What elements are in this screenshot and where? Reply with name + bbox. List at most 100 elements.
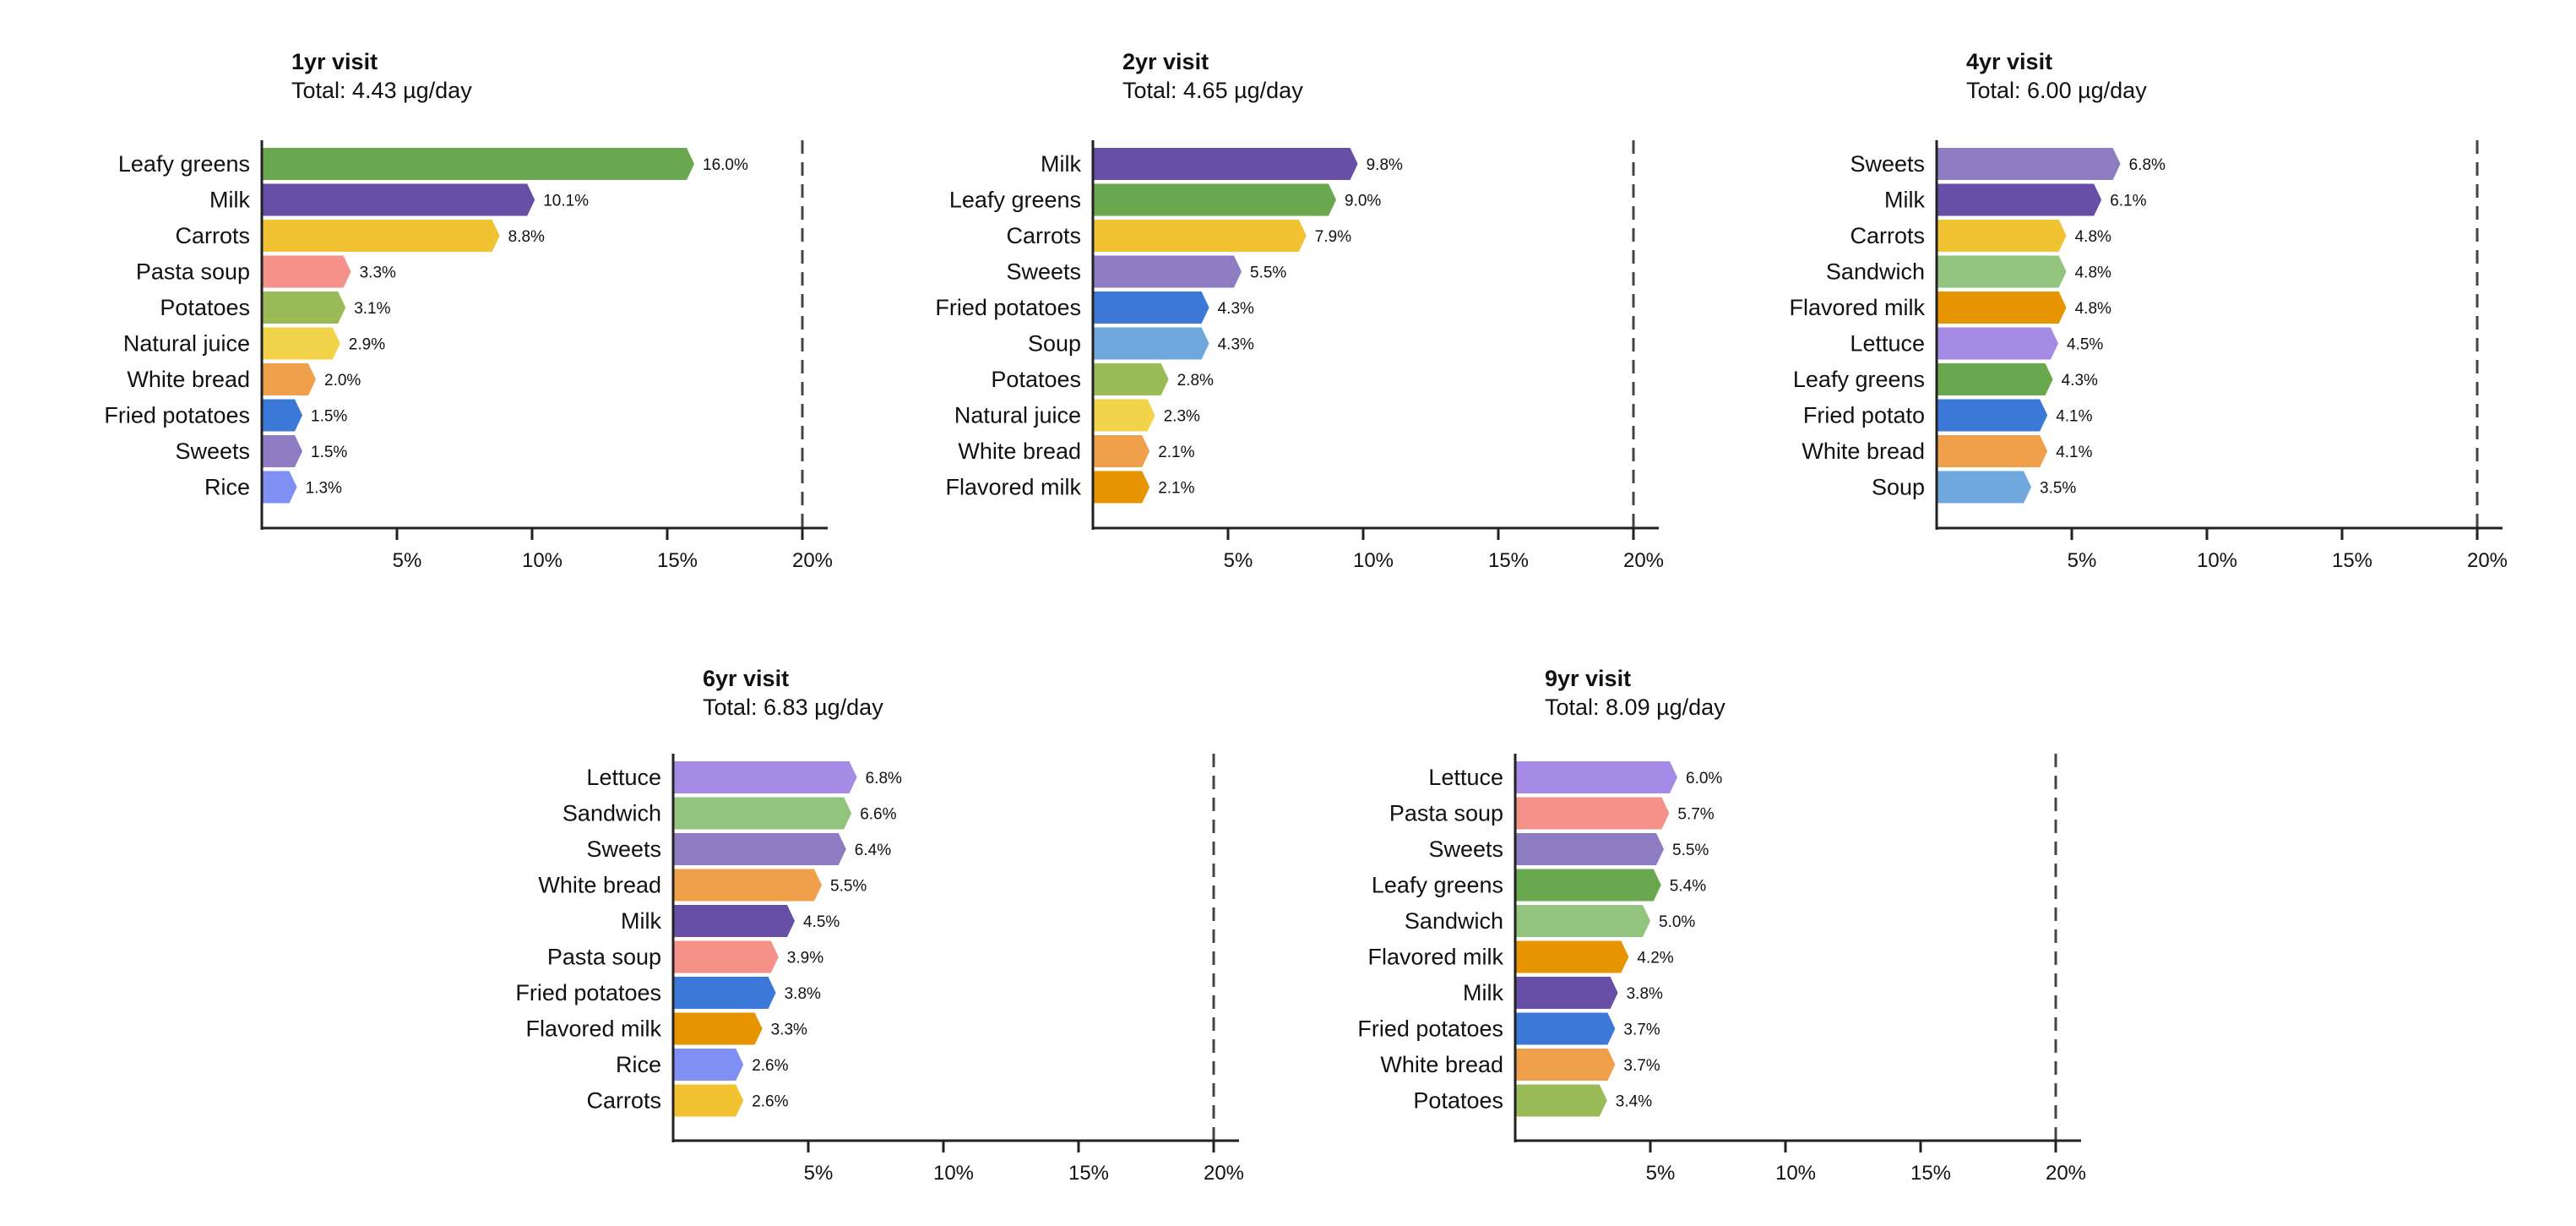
category-label: Pasta soup	[1389, 801, 1503, 826]
bar	[673, 833, 846, 865]
chart-title: 2yr visit	[1122, 49, 1209, 74]
x-tick-label: 10%	[1353, 549, 1394, 572]
bar	[1515, 977, 1618, 1009]
x-tick-label: 20%	[2467, 549, 2508, 572]
chart-title: 4yr visit	[1966, 49, 2052, 74]
value-label: 3.1%	[354, 300, 390, 318]
category-label: Leafy greens	[949, 188, 1081, 213]
x-tick-label: 10%	[933, 1162, 974, 1185]
chart-panel: 6yr visit Total: 6.83 µg/day Lettuce 6.8% Sa…	[515, 666, 1244, 1185]
value-label: 1.3%	[306, 480, 342, 498]
category-label: Leafy greens	[1372, 873, 1503, 898]
category-label: Flavored milk	[945, 475, 1081, 500]
value-label: 9.8%	[1367, 156, 1403, 174]
category-label: Flavored milk	[1789, 295, 1925, 320]
category-label: White bread	[1380, 1052, 1503, 1077]
category-label: Fried potato	[1803, 403, 1925, 428]
bar	[1093, 255, 1242, 288]
bar	[1515, 1012, 1616, 1045]
chart-subtitle: Total: 4.65 µg/day	[1122, 78, 1303, 103]
bar	[1937, 363, 2053, 395]
x-tick-label: 10%	[1775, 1162, 1816, 1185]
category-label: Sandwich	[562, 801, 661, 826]
category-label: Sweets	[1850, 151, 1925, 177]
bar	[1515, 940, 1629, 973]
bar	[1937, 435, 2048, 467]
x-tick-label: 5%	[1224, 549, 1253, 572]
category-label: Milk	[1041, 151, 1081, 177]
value-label: 4.1%	[2056, 444, 2092, 461]
value-label: 3.4%	[1616, 1093, 1652, 1111]
value-label: 4.2%	[1637, 950, 1673, 967]
category-label: White bread	[958, 439, 1081, 464]
category-label: Carrots	[175, 223, 250, 248]
category-label: Lettuce	[1428, 765, 1503, 790]
value-label: 4.8%	[2075, 228, 2111, 246]
value-label: 4.3%	[2062, 372, 2098, 390]
bar	[1093, 292, 1209, 324]
category-label: Leafy greens	[1793, 367, 1925, 392]
category-label: Leafy greens	[118, 151, 250, 177]
value-label: 7.9%	[1315, 228, 1351, 246]
bar	[262, 435, 302, 467]
bar	[673, 1012, 763, 1045]
category-label: Lettuce	[1850, 331, 1925, 357]
category-label: Potatoes	[991, 367, 1081, 392]
x-tick-label: 5%	[1646, 1162, 1676, 1185]
category-label: Rice	[616, 1052, 661, 1077]
bar	[673, 1084, 744, 1117]
x-tick-label: 15%	[1068, 1162, 1109, 1185]
value-label: 6.6%	[860, 806, 896, 824]
bar	[1093, 148, 1358, 180]
category-label: White bread	[127, 367, 250, 392]
x-tick-label: 20%	[792, 549, 833, 572]
bar	[1093, 399, 1155, 432]
category-label: Fried potatoes	[1357, 1016, 1503, 1042]
chart-subtitle: Total: 8.09 µg/day	[1545, 695, 1725, 720]
bar	[1937, 148, 2121, 180]
bar	[1937, 327, 2058, 360]
value-label: 5.7%	[1677, 806, 1714, 824]
bar	[1515, 1084, 1607, 1117]
bar	[673, 869, 822, 902]
bar	[262, 183, 535, 216]
value-label: 5.0%	[1659, 913, 1695, 931]
x-tick-label: 15%	[657, 549, 698, 572]
value-label: 4.3%	[1218, 300, 1254, 318]
category-label: Milk	[621, 908, 661, 934]
bar	[1093, 363, 1169, 395]
bar	[1937, 471, 2031, 504]
bar	[262, 220, 500, 252]
bar	[1515, 833, 1664, 865]
value-label: 5.4%	[1670, 878, 1706, 896]
category-label: Flavored milk	[525, 1016, 661, 1042]
value-label: 5.5%	[830, 878, 867, 896]
bar	[262, 292, 346, 324]
category-label: Carrots	[586, 1088, 661, 1114]
category-label: Carrots	[1850, 223, 1925, 248]
value-label: 2.0%	[324, 372, 361, 390]
value-label: 3.7%	[1623, 1057, 1660, 1075]
value-label: 3.9%	[787, 950, 823, 967]
category-label: Potatoes	[160, 295, 250, 320]
category-label: Milk	[209, 188, 250, 213]
category-label: Carrots	[1006, 223, 1081, 248]
x-tick-label: 5%	[804, 1162, 834, 1185]
bar	[1937, 183, 2102, 216]
value-label: 4.5%	[803, 913, 840, 931]
category-label: White bread	[538, 873, 661, 898]
value-label: 3.8%	[1627, 985, 1663, 1003]
bar	[1515, 1049, 1616, 1081]
category-label: Sandwich	[1405, 908, 1503, 934]
chart-subtitle: Total: 6.00 µg/day	[1966, 78, 2147, 103]
bar	[673, 977, 776, 1009]
category-label: Fried potatoes	[104, 403, 250, 428]
bar	[262, 148, 694, 180]
category-label: Natural juice	[954, 403, 1081, 428]
x-tick-label: 20%	[2046, 1162, 2086, 1185]
chart-panel: 4yr visit Total: 6.00 µg/day Sweets 6.8% Mil…	[1789, 49, 2508, 572]
chart-panel: 1yr visit Total: 4.43 µg/day Leafy greens 1…	[104, 49, 833, 572]
category-label: Pasta soup	[547, 945, 661, 970]
x-tick-label: 5%	[393, 549, 422, 572]
value-label: 2.3%	[1164, 408, 1200, 426]
